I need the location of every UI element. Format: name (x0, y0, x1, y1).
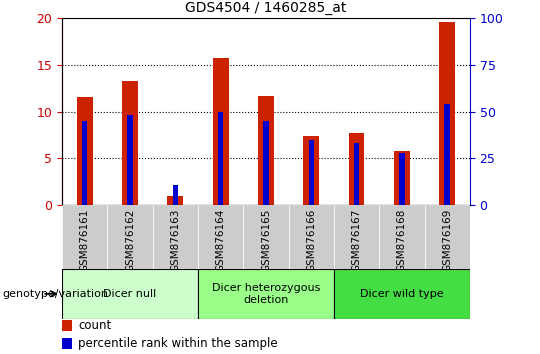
Text: GSM876166: GSM876166 (306, 209, 316, 272)
Text: GSM876163: GSM876163 (170, 209, 180, 272)
Text: count: count (78, 319, 112, 332)
Bar (399, 153, 404, 205)
Text: GSM876165: GSM876165 (261, 209, 271, 272)
Text: GSM876169: GSM876169 (442, 209, 452, 272)
Title: GDS4504 / 1460285_at: GDS4504 / 1460285_at (185, 1, 347, 15)
Bar (258, 96, 274, 205)
Text: percentile rank within the sample: percentile rank within the sample (78, 337, 278, 350)
Bar (173, 185, 178, 205)
Bar (122, 81, 138, 205)
Text: GSM876167: GSM876167 (352, 209, 362, 272)
Bar (334, 269, 470, 319)
Bar (308, 139, 314, 205)
Bar (82, 121, 87, 205)
Bar (244, 205, 288, 269)
Text: Dicer heterozygous
deletion: Dicer heterozygous deletion (212, 283, 320, 305)
Bar (213, 58, 228, 205)
Bar (77, 97, 93, 205)
Bar (198, 205, 244, 269)
Bar (107, 205, 153, 269)
Bar (62, 205, 107, 269)
Text: GSM876161: GSM876161 (80, 209, 90, 272)
Bar (379, 205, 424, 269)
Text: GSM876168: GSM876168 (397, 209, 407, 272)
Bar (444, 104, 450, 205)
Bar (263, 121, 269, 205)
Bar (349, 133, 365, 205)
Bar (334, 205, 379, 269)
Bar (198, 269, 334, 319)
Bar (424, 205, 470, 269)
Text: GSM876162: GSM876162 (125, 209, 135, 272)
Bar (153, 205, 198, 269)
Bar (354, 143, 359, 205)
Bar (167, 196, 183, 205)
Text: genotype/variation: genotype/variation (3, 289, 109, 299)
Bar (288, 205, 334, 269)
Bar (218, 112, 224, 205)
Text: GSM876164: GSM876164 (215, 209, 226, 272)
Bar (439, 22, 455, 205)
Bar (127, 115, 133, 205)
Bar (303, 136, 319, 205)
Bar (62, 338, 72, 349)
Text: Dicer null: Dicer null (104, 289, 157, 299)
Bar (62, 269, 198, 319)
Bar (394, 151, 410, 205)
Bar (62, 320, 72, 331)
Text: Dicer wild type: Dicer wild type (360, 289, 444, 299)
